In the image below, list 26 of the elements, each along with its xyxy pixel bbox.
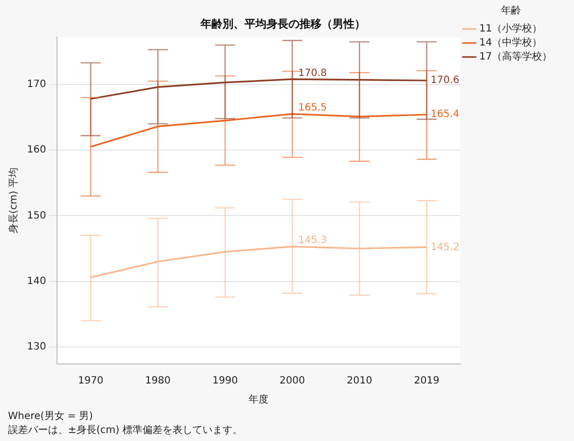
x-tick-label: 2019 bbox=[414, 376, 440, 387]
legend-label: 14（中学校） bbox=[479, 36, 542, 49]
y-tick-label: 160 bbox=[26, 144, 46, 156]
y-tick-label: 130 bbox=[26, 342, 46, 353]
y-tick-label: 170 bbox=[26, 79, 46, 90]
data-label: 145.3 bbox=[298, 235, 327, 246]
data-label: 165.4 bbox=[430, 109, 460, 120]
legend-label: 17（高等学校） bbox=[479, 50, 552, 63]
text: Where(男女 = 男) bbox=[8, 410, 94, 424]
data-label: 165.5 bbox=[298, 102, 327, 114]
text: 誤差バーは、±身長(cm) 標準偏差を表しています。 bbox=[8, 424, 244, 438]
x-tick-label: 1970 bbox=[78, 376, 104, 387]
y-tick-label: 140 bbox=[26, 276, 46, 287]
data-label: 170.6 bbox=[430, 75, 460, 86]
y-axis-title: 身長(cm) 平均 bbox=[8, 167, 20, 234]
data-label: 145.2 bbox=[430, 242, 460, 253]
x-tick-label: 1980 bbox=[145, 376, 171, 387]
legend-title: 年齢 bbox=[501, 4, 522, 17]
x-tick-label: 1990 bbox=[212, 376, 238, 387]
x-tick-label: 2000 bbox=[280, 376, 306, 387]
chart-title: 年齢別、平均身長の推移（男性） bbox=[200, 17, 366, 30]
y-tick-label: 150 bbox=[26, 210, 46, 222]
x-tick-label: 2010 bbox=[346, 376, 372, 387]
data-label: 170.8 bbox=[298, 68, 327, 79]
x-axis-title: 年度 bbox=[248, 394, 269, 406]
legend-label: 11（小学校） bbox=[479, 22, 542, 35]
